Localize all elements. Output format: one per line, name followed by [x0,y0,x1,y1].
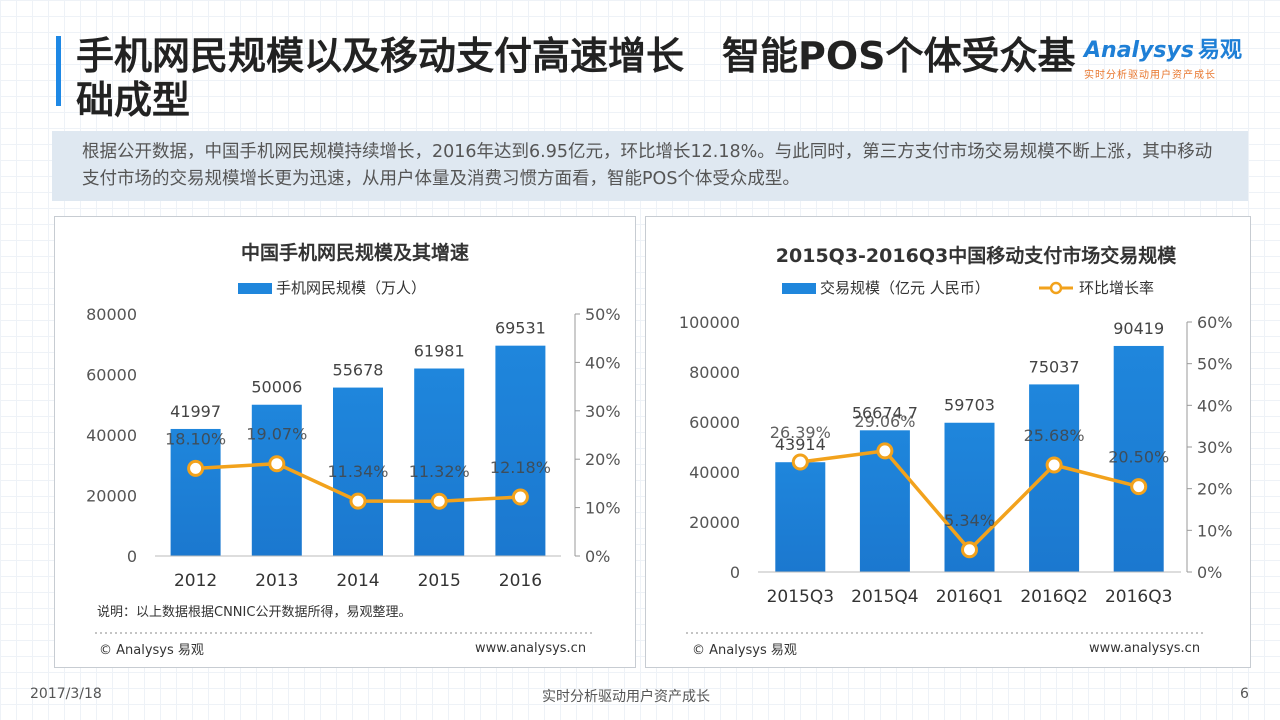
bar-value-label: 90419 [1113,319,1164,338]
y-left-tick-label: 80000 [86,305,137,324]
y-left-tick-label: 80000 [689,363,740,382]
growth-rate-label: 12.18% [490,458,551,477]
bar-2012 [170,428,221,556]
y-right-tick-label: 40% [1197,396,1233,415]
bar-2016Q3 [1113,345,1164,572]
y-left-tick-label: 20000 [689,513,740,532]
y-left-tick-label: 40000 [86,426,137,445]
x-tick-label: 2015Q4 [851,587,918,607]
chart-title: 中国手机网民规模及其增速 [241,241,469,264]
bar-2013 [251,404,302,556]
copyright: © Analysys 易观 [692,643,797,658]
growth-rate-point [876,442,894,460]
source-url[interactable]: www.analysys.cn [1089,641,1201,656]
bar-value-label: 56674.7 [852,403,918,422]
bar-value-label: 55678 [333,361,384,380]
y-right-tick-label: 30% [1197,438,1233,457]
y-left-tick-label: 100000 [679,313,740,332]
x-tick-label: 2012 [174,571,217,591]
y-left-tick-label: 0 [127,547,137,566]
growth-rate-point [961,541,978,559]
bar-2016Q2 [1029,384,1080,572]
y-right-tick-label: 60% [1197,313,1233,332]
legend-swatch-bar [238,283,272,294]
legend-label-bar: 交易规模（亿元 人民币） [820,279,990,297]
legend-marker-line [1049,281,1063,295]
growth-rate-point [511,488,529,506]
x-tick-label: 2015 [418,571,461,591]
page-number: 6 [1240,686,1249,702]
slide-date: 2017/3/18 [30,686,102,702]
x-tick-label: 2015Q3 [767,587,834,607]
x-tick-label: 2014 [336,571,379,591]
chart-note: 说明：以上数据根据CNNIC公开数据所得，易观整理。 [97,605,412,620]
title-accent-bar [56,36,61,106]
y-left-tick-label: 60000 [86,366,137,385]
growth-rate-label: 26.39% [770,423,831,442]
analysys-logo: Analysys 易观 实时分析驱动用户资产成长 [1084,32,1260,81]
y-left-tick-label: 60000 [689,413,740,432]
page-title: 手机网民规模以及移动支付高速增长 智能POS个体受众基础成型 [76,34,1076,122]
y-right-tick-label: 50% [585,305,621,324]
growth-rate-point [430,492,448,510]
x-tick-label: 2016Q1 [936,587,1003,607]
y-left-tick-label: 20000 [86,487,137,506]
bar-value-label: 43914 [775,435,826,454]
summary-box: 根据公开数据，中国手机网民规模持续增长，2016年达到6.95亿元，环比增长12… [52,131,1248,201]
x-tick-label: 2016Q3 [1105,587,1172,607]
footer-slogan: 实时分析驱动用户资产成长 [542,689,710,705]
bar-2016 [495,345,546,556]
logo-brand-cn: 易观 [1197,38,1242,63]
y-right-tick-label: 10% [585,499,621,518]
x-tick-label: 2016 [499,571,542,591]
y-right-tick-label: 30% [585,402,621,421]
growth-rate-label: 20.50% [1108,448,1169,467]
legend-label-bar: 手机网民规模（万人） [276,279,426,297]
x-tick-label: 2013 [255,571,298,591]
y-right-tick-label: 10% [1197,521,1233,540]
y-right-tick-label: 0% [1197,563,1222,582]
bar-value-label: 69531 [495,319,546,338]
bar-value-label: 59703 [944,396,995,415]
growth-rate-label: 29.06% [854,412,915,431]
legend-swatch-bar [782,283,816,294]
growth-rate-point [187,459,205,477]
bar-2015 [414,368,465,556]
bar-value-label: 61981 [414,342,465,361]
growth-rate-label: 11.32% [409,462,470,481]
logo-slogan: 实时分析驱动用户资产成长 [1084,70,1216,81]
y-right-tick-label: 50% [1197,355,1233,374]
growth-rate-point [268,455,286,473]
copyright: © Analysys 易观 [99,643,204,658]
y-right-tick-label: 20% [585,450,621,469]
chart-title: 2015Q3-2016Q3中国移动支付市场交易规模 [776,244,1177,267]
chart-panel-mobile-payment: 2015Q3-2016Q3中国移动支付市场交易规模交易规模（亿元 人民币） 环比增… [645,216,1251,668]
x-tick-label: 2016Q2 [1020,587,1087,607]
growth-rate-point [1045,456,1063,474]
legend-label-line: 环比增长率 [1079,279,1154,297]
bar-value-label: 41997 [170,402,221,421]
logo-brand: Analysys [1084,38,1194,63]
y-left-tick-label: 0 [730,563,740,582]
growth-rate-label: 19.07% [246,425,307,444]
growth-rate-label: 5.34% [944,511,995,530]
growth-rate-point [1130,478,1148,496]
growth-rate-label: 25.68% [1024,426,1085,445]
growth-rate-point [349,492,367,510]
bar-value-label: 75037 [1029,357,1080,376]
growth-rate-point [791,453,809,471]
y-right-tick-label: 20% [1197,480,1233,499]
bar-2015Q3 [775,462,826,572]
y-right-tick-label: 0% [585,547,610,566]
chart-panel-netizens: 中国手机网民规模及其增速手机网民规模（万人） 0 20000 40000 60000 80… [54,216,636,668]
y-left-tick-label: 40000 [689,463,740,482]
growth-rate-label: 11.34% [327,462,388,481]
y-right-tick-label: 40% [585,353,621,372]
source-url[interactable]: www.analysys.cn [475,641,587,656]
growth-rate-label: 18.10% [165,429,226,448]
bar-2014 [333,387,383,556]
bar-value-label: 50006 [251,378,302,397]
